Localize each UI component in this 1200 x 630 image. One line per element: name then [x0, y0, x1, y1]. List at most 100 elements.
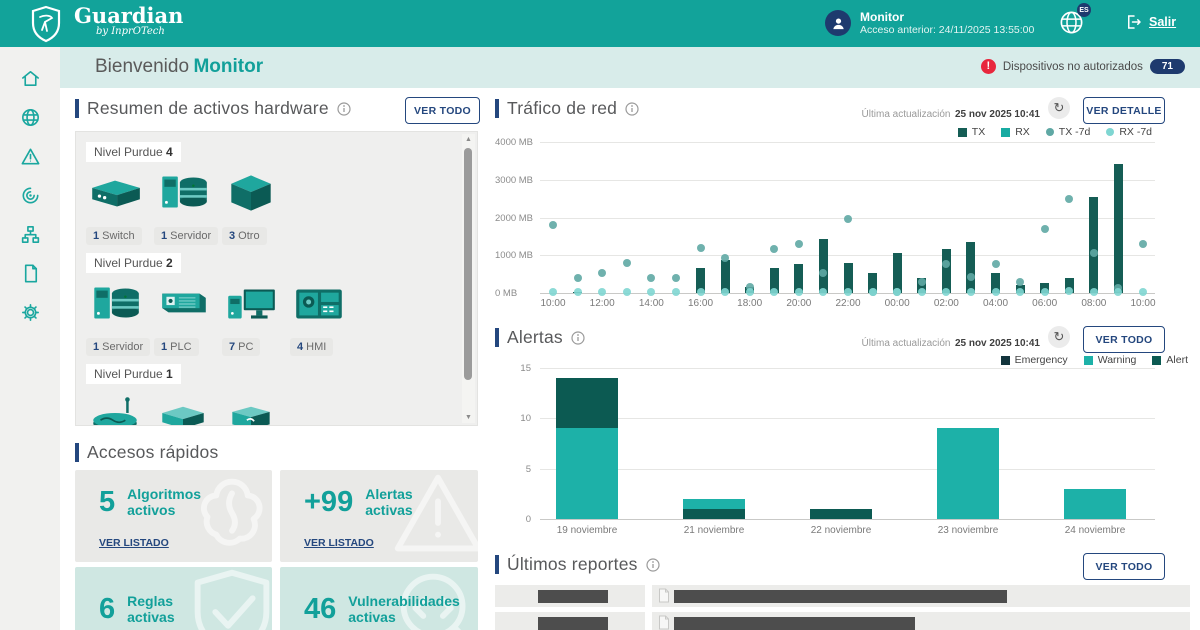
hardware-scrollbar[interactable]: ▲ ▼ [462, 134, 475, 423]
traffic-dot[interactable] [622, 287, 631, 296]
report-row-date-cell[interactable] [495, 585, 645, 607]
traffic-bar-tx[interactable] [991, 272, 1000, 293]
traffic-dot[interactable] [745, 287, 754, 296]
traffic-dot[interactable] [1065, 286, 1074, 295]
unauthorized-devices-alert[interactable]: ! Dispositivos no autorizados 71 [980, 59, 1185, 74]
alerts-refresh-button[interactable]: ↻ [1048, 326, 1070, 348]
traffic-bar-tx[interactable] [1113, 163, 1123, 293]
report-row-name-cell[interactable] [652, 612, 1190, 630]
hardware-asset-item[interactable]: 7 PC [222, 281, 290, 356]
traffic-dot[interactable] [1089, 287, 1098, 296]
traffic-dot[interactable] [844, 215, 852, 224]
alert-bar-alert[interactable] [556, 378, 618, 429]
quick-access-card-vulnerabilidades[interactable]: 46 Vulnerabilidades activas [280, 567, 478, 630]
traffic-bar-tx[interactable] [868, 273, 878, 293]
traffic-bar-tx[interactable] [941, 248, 951, 293]
alerts-view-all-button[interactable]: VER TODO [1083, 326, 1165, 353]
traffic-dot[interactable] [844, 287, 852, 296]
traffic-dot[interactable] [647, 273, 656, 282]
report-row-date-cell[interactable] [495, 612, 645, 630]
traffic-dot[interactable] [1040, 224, 1049, 233]
quick-access-card-alertas[interactable]: +99 Alertas activas VER LISTADO [280, 470, 478, 562]
traffic-bar-tx[interactable] [818, 239, 828, 293]
traffic-bar-tx[interactable] [769, 268, 779, 293]
hardware-view-all-button[interactable]: VER TODO [405, 97, 480, 124]
sidebar-item-gear[interactable] [0, 293, 60, 332]
traffic-dot[interactable] [893, 287, 902, 296]
report-row-name-cell[interactable] [652, 585, 1190, 607]
user-avatar[interactable] [825, 10, 851, 36]
traffic-dot[interactable] [696, 287, 705, 296]
traffic-dot[interactable] [917, 278, 926, 287]
traffic-dot[interactable] [819, 269, 828, 278]
sidebar-item-warning[interactable] [0, 137, 60, 176]
traffic-dot[interactable] [819, 287, 828, 296]
hardware-asset-item[interactable]: 1 PLC [154, 281, 222, 356]
traffic-dot[interactable] [721, 253, 730, 262]
traffic-dot[interactable] [991, 287, 1000, 296]
traffic-dot[interactable] [745, 283, 754, 292]
traffic-bar-tx[interactable] [843, 262, 853, 293]
traffic-dot[interactable] [573, 287, 582, 296]
traffic-dot[interactable] [1040, 287, 1049, 296]
traffic-dot[interactable] [671, 273, 680, 282]
traffic-dot[interactable] [794, 287, 803, 296]
alert-bar-alert[interactable] [810, 508, 872, 519]
info-icon[interactable] [571, 330, 585, 345]
traffic-bar-tx[interactable] [966, 242, 976, 293]
traffic-bar-tx[interactable] [1089, 196, 1099, 293]
traffic-bar-tx[interactable] [892, 253, 902, 293]
traffic-dot[interactable] [647, 287, 656, 296]
traffic-dot[interactable] [696, 243, 705, 252]
traffic-dot[interactable] [1139, 239, 1147, 248]
info-icon[interactable] [625, 101, 639, 116]
hardware-asset-item[interactable]: 4 HMI [290, 281, 358, 356]
hardware-asset-item[interactable] [86, 392, 154, 425]
traffic-dot[interactable] [966, 272, 975, 281]
traffic-bar-tx[interactable] [1064, 277, 1074, 293]
traffic-bar-tx[interactable] [794, 263, 804, 293]
sidebar-item-globe[interactable] [0, 98, 60, 137]
traffic-dot[interactable] [622, 258, 631, 267]
scrollbar-thumb[interactable] [464, 148, 472, 380]
traffic-dot[interactable] [794, 239, 803, 248]
hardware-asset-item[interactable]: 1 Servidor [86, 281, 154, 356]
sidebar-item-network[interactable] [0, 215, 60, 254]
traffic-dot[interactable] [770, 287, 779, 296]
info-icon[interactable] [337, 101, 351, 116]
language-switcher[interactable]: ES [1058, 3, 1091, 41]
alert-bar-warning[interactable] [937, 428, 999, 519]
traffic-dot[interactable] [942, 287, 951, 296]
hardware-asset-item[interactable]: 3 Otro [222, 170, 290, 245]
traffic-dot[interactable] [917, 287, 926, 296]
alert-bar-alert[interactable] [683, 508, 745, 519]
traffic-dot[interactable] [991, 259, 1000, 268]
traffic-dot[interactable] [942, 259, 951, 268]
quick-card-link[interactable]: VER LISTADO [99, 537, 169, 549]
traffic-bar-tx[interactable] [696, 268, 705, 293]
alert-bar-warning[interactable] [1064, 488, 1126, 519]
traffic-dot[interactable] [598, 287, 607, 296]
reports-view-all-button[interactable]: VER TODO [1083, 553, 1165, 580]
sidebar-item-radar[interactable] [0, 176, 60, 215]
traffic-dot[interactable] [549, 287, 557, 296]
hardware-asset-item[interactable]: 1 Servidor [154, 170, 222, 245]
traffic-refresh-button[interactable]: ↻ [1048, 97, 1070, 119]
traffic-dot[interactable] [721, 287, 730, 296]
sidebar-item-document[interactable] [0, 254, 60, 293]
alert-bar-warning[interactable] [683, 498, 745, 509]
traffic-bar-tx[interactable] [720, 259, 730, 293]
hardware-asset-item[interactable] [222, 392, 290, 425]
traffic-dot[interactable] [549, 221, 557, 230]
info-icon[interactable] [646, 557, 660, 572]
traffic-dot[interactable] [1065, 195, 1074, 204]
quick-card-link[interactable]: VER LISTADO [304, 537, 374, 549]
sidebar-item-home[interactable] [0, 59, 60, 98]
traffic-dot[interactable] [573, 273, 582, 282]
hardware-asset-item[interactable]: 1 Switch [86, 170, 154, 245]
traffic-dot[interactable] [770, 244, 779, 253]
quick-access-card-reglas[interactable]: 6 Reglas activas [75, 567, 272, 630]
traffic-dot[interactable] [868, 287, 877, 296]
traffic-dot[interactable] [966, 287, 975, 296]
traffic-dot[interactable] [598, 268, 607, 277]
